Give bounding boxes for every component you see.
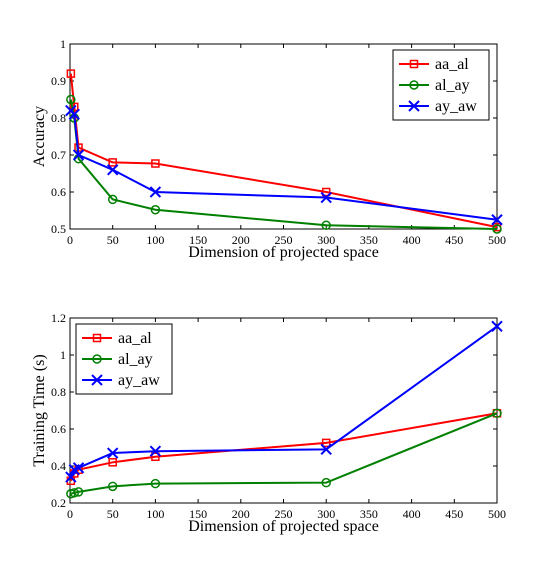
data-point-al_ay — [321, 220, 331, 231]
legend-label: al_ay — [118, 351, 153, 368]
legend-marker-ay_aw — [408, 100, 420, 112]
x-axis-label: Dimension of projected space — [188, 244, 379, 261]
x-tick-label: 450 — [445, 507, 463, 521]
x-tick-label: 300 — [317, 233, 335, 247]
data-point-aa_al — [321, 438, 331, 448]
data-point-ay_aw — [149, 445, 162, 457]
data-point-ay_aw — [68, 108, 80, 121]
data-point-aa_al — [151, 452, 160, 461]
data-point-aa_al — [66, 69, 76, 78]
legend-label: aa_al — [435, 56, 469, 73]
x-tick-label: 50 — [107, 233, 119, 247]
y-tick-label: 0.6 — [51, 422, 66, 436]
y-tick-label: 0.5 — [51, 222, 66, 236]
legend-marker-aa_al — [409, 59, 419, 69]
legend-label: aa_al — [118, 330, 152, 347]
series-line-aa_al — [69, 412, 498, 482]
data-point-aa_al — [70, 102, 79, 112]
y-axis-label: Accuracy — [31, 106, 48, 167]
x-tick-label: 300 — [317, 507, 335, 521]
y-tick-label: 0.8 — [51, 111, 66, 125]
y-tick-label: 1.2 — [51, 311, 66, 325]
data-point-al_ay — [107, 194, 118, 205]
data-point-aa_al — [108, 458, 117, 467]
legend-marker-aa_al — [92, 333, 102, 343]
x-tick-label: 100 — [146, 233, 164, 247]
x-tick-label: 200 — [232, 507, 250, 521]
x-tick-label: 400 — [403, 507, 421, 521]
data-point-ay_aw — [320, 443, 332, 456]
data-point-al_ay — [107, 481, 118, 492]
y-tick-label: 1 — [60, 348, 66, 362]
series-line-ay_aw — [70, 109, 498, 221]
y-tick-label: 0.9 — [51, 74, 66, 88]
x-tick-label: 150 — [189, 507, 207, 521]
data-point-ay_aw — [106, 164, 119, 176]
legend-label: ay_aw — [118, 372, 160, 389]
data-point-al_ay — [69, 488, 80, 498]
data-point-ay_aw — [106, 447, 119, 459]
x-axis-label: Dimension of projected space — [188, 518, 379, 535]
x-tick-label: 400 — [403, 233, 421, 247]
x-tick-label: 250 — [275, 507, 293, 521]
training-time-chart: 0 50 100 150 200 250 300 350 400 450 500 0.2 0.4 0.6 0… — [31, 311, 506, 535]
y-axis-label: Training Time (s) — [31, 354, 48, 466]
y-tick-label: 0.8 — [51, 385, 66, 399]
legend: aa_al al_ay ay_aw — [75, 323, 173, 395]
y-tick-label: 0.6 — [51, 185, 66, 199]
data-point-ay_aw — [72, 149, 85, 161]
x-tick-label: 100 — [146, 507, 164, 521]
accuracy-chart: 0 50 100 150 200 250 300 350 400 450 500 0.5 0.6 0.7 0… — [31, 37, 506, 261]
x-tick-label: 500 — [488, 233, 506, 247]
data-point-al_ay — [492, 224, 502, 234]
x-tick-label: 50 — [107, 507, 119, 521]
legend-marker-al_ay — [409, 80, 419, 90]
data-point-aa_al — [108, 158, 117, 167]
x-tick-label: 0 — [67, 233, 73, 247]
data-point-ay_aw — [72, 462, 85, 474]
legend-marker-ay_aw — [91, 374, 103, 386]
data-point-ay_aw — [65, 471, 77, 483]
y-tick-label: 1 — [60, 37, 66, 51]
x-tick-label: 500 — [488, 507, 506, 521]
legend-label: ay_aw — [435, 98, 477, 115]
data-point-ay_aw — [491, 214, 503, 226]
data-point-aa_al — [321, 187, 331, 197]
data-point-ay_aw — [491, 320, 503, 333]
x-tick-label: 0 — [67, 507, 73, 521]
x-tick-label: 350 — [360, 507, 378, 521]
x-tick-label: 450 — [445, 233, 463, 247]
x-tick-label: 150 — [189, 233, 207, 247]
y-tick-label: 0.7 — [51, 148, 66, 162]
data-point-al_ay — [73, 487, 84, 497]
x-tick-label: 200 — [232, 233, 250, 247]
legend-marker-al_ay — [92, 354, 102, 364]
data-point-ay_aw — [149, 186, 162, 198]
data-point-al_ay — [66, 94, 76, 105]
y-tick-label: 0.4 — [51, 459, 66, 473]
x-tick-label: 350 — [360, 233, 378, 247]
data-point-al_ay — [492, 408, 502, 419]
legend-label: al_ay — [435, 77, 470, 94]
data-point-al_ay — [150, 478, 161, 489]
x-tick-label: 250 — [275, 233, 293, 247]
legend: aa_al al_ay ay_aw — [392, 49, 490, 121]
y-tick-label: 0.2 — [51, 496, 66, 510]
data-point-ay_aw — [320, 191, 332, 204]
data-point-al_ay — [321, 477, 331, 488]
data-point-aa_al — [151, 159, 160, 168]
data-point-al_ay — [150, 205, 161, 215]
